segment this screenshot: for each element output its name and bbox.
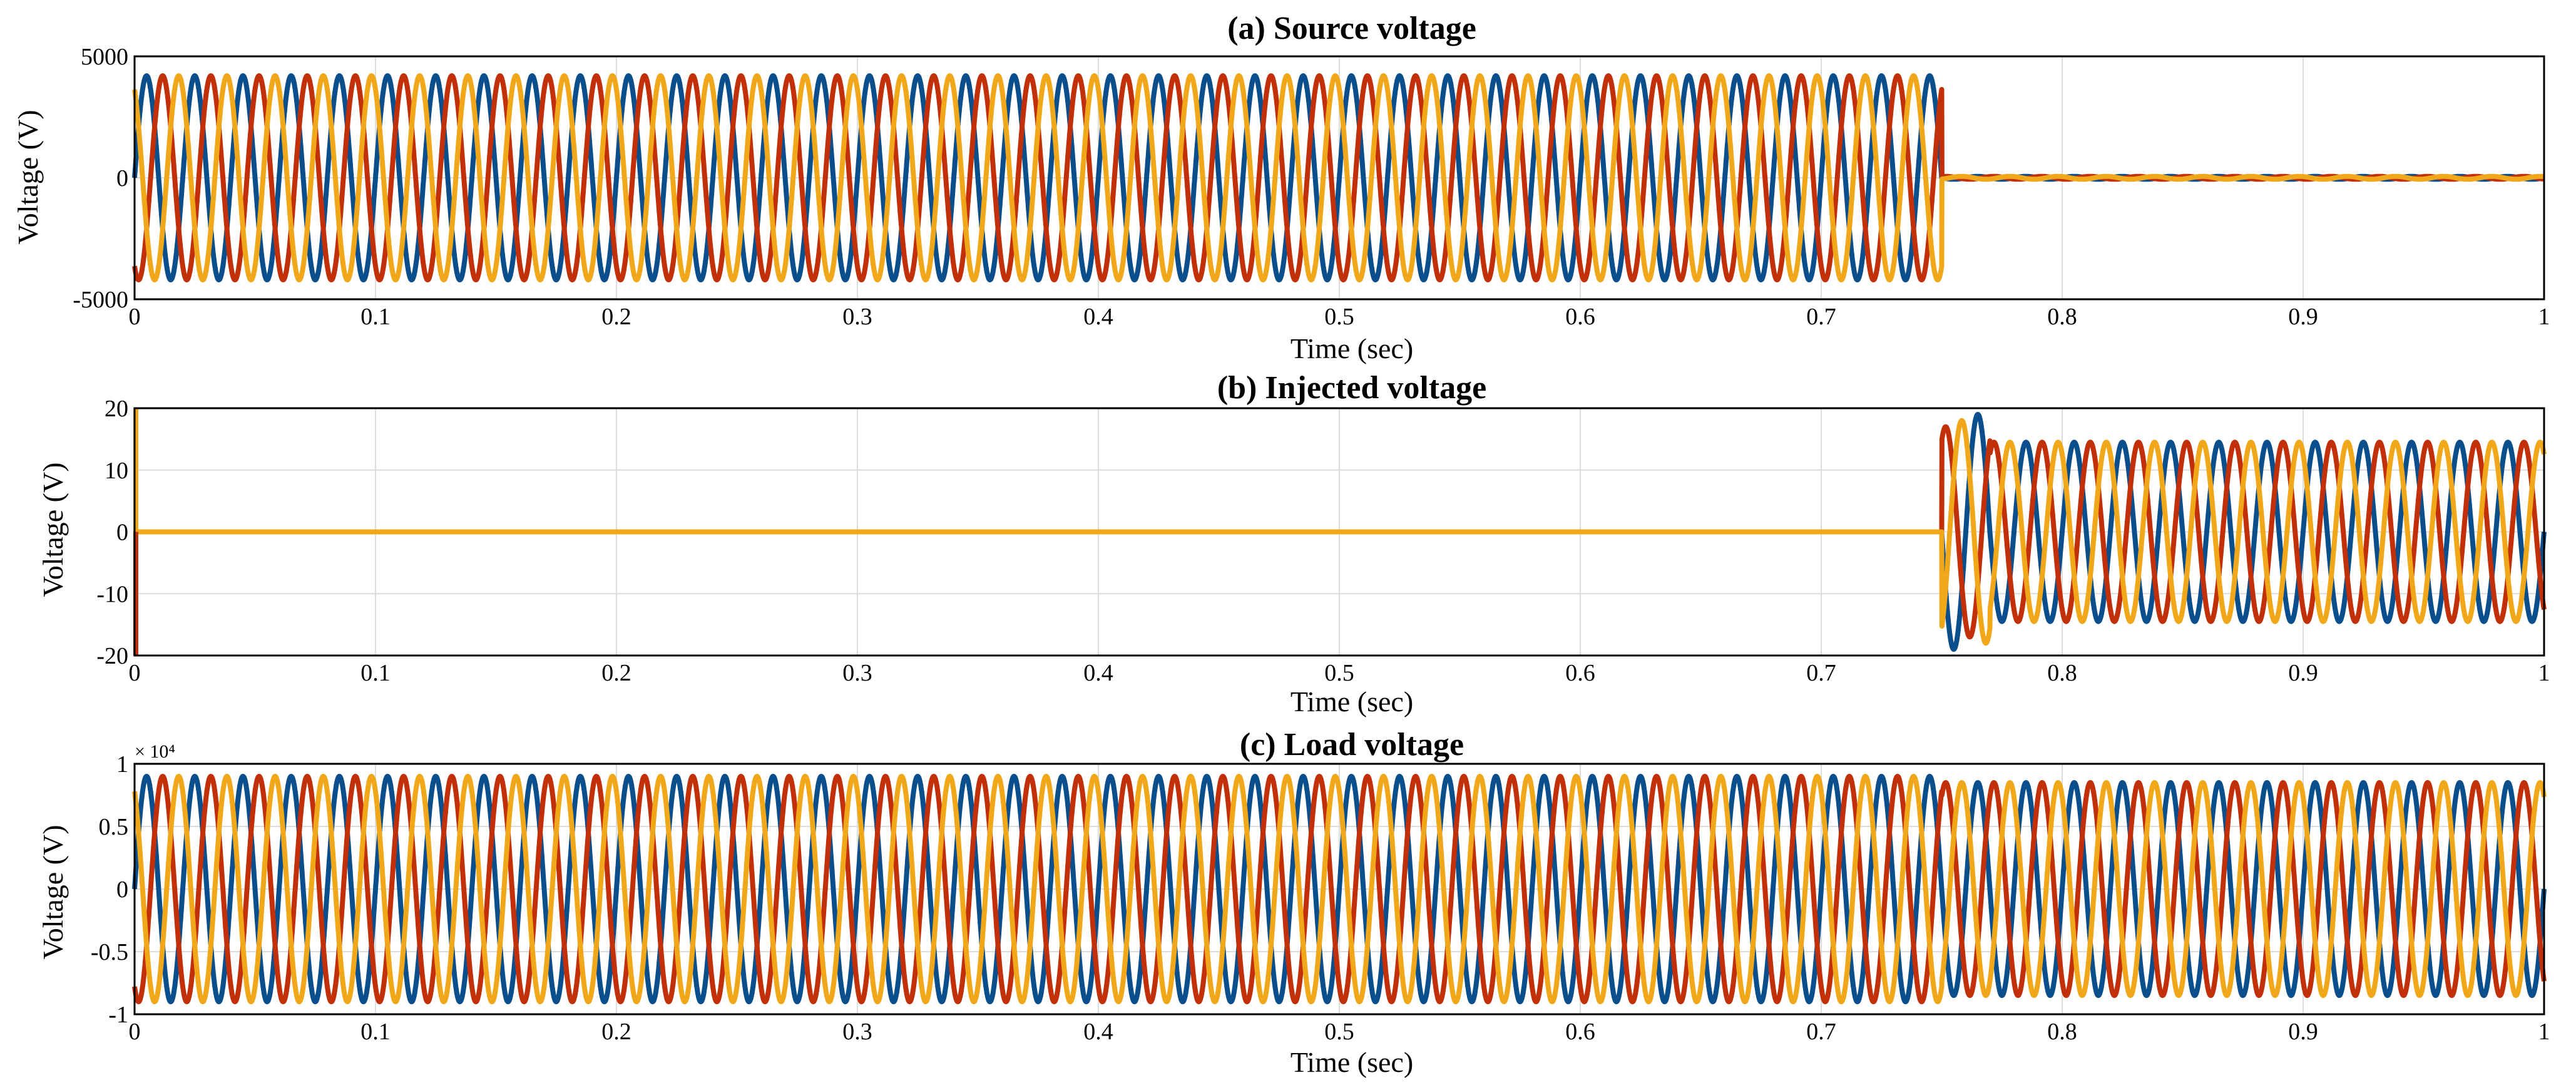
- load-x-tick-label: 0.9: [2288, 1019, 2318, 1045]
- load-x-tick-label: 0.2: [601, 1019, 631, 1045]
- source-voltage-trace-3: [132, 73, 2547, 282]
- source-y-tick-label: -5000: [73, 287, 128, 313]
- injected-voltage-trace-3: [132, 418, 2547, 646]
- source-x-tick-label: 0.8: [2047, 304, 2077, 330]
- source-x-tick-label: 0.7: [1806, 304, 1836, 330]
- load-x-tick-label: 0.3: [842, 1019, 872, 1045]
- injected-voltage-x-label: Time (sec): [1291, 686, 1413, 717]
- load-voltage-plot-frame: [133, 763, 2545, 1016]
- load-voltage-trace-3: [132, 774, 2547, 1004]
- injected-x-tick-label: 0.4: [1083, 660, 1113, 686]
- source-y-tick-label: 5000: [81, 44, 128, 70]
- source-x-tick-label: 0.4: [1083, 304, 1113, 330]
- injected-x-tick-label: 0.8: [2047, 660, 2077, 686]
- injected-voltage-title: (b) Injected voltage: [1217, 370, 1486, 406]
- load-x-tick-label: 1: [2538, 1019, 2550, 1045]
- source-voltage-plot-frame: [133, 55, 2545, 301]
- injected-voltage-y-label: Voltage (V): [37, 462, 69, 597]
- source-x-tick-label: 0.5: [1324, 304, 1354, 330]
- load-voltage-title: (c) Load voltage: [1240, 727, 1464, 763]
- source-x-tick-label: 0.6: [1565, 304, 1595, 330]
- injected-x-tick-label: 0.6: [1565, 660, 1595, 686]
- injected-x-tick-label: 0.9: [2288, 660, 2318, 686]
- source-x-tick-label: 0.3: [842, 304, 872, 330]
- load-y-tick-label: 0.5: [99, 814, 129, 840]
- load-y-tick-label: 1: [116, 751, 128, 778]
- load-y-tick-label: -1: [108, 1002, 128, 1028]
- source-voltage-y-label: Voltage (V): [12, 110, 44, 244]
- source-voltage-panel: (a) Source voltage Voltage (V) Time (sec…: [12, 11, 2550, 364]
- injected-x-tick-label: 0.1: [360, 660, 391, 686]
- source-x-tick-label: 1: [2538, 304, 2550, 330]
- source-voltage-x-label: Time (sec): [1291, 332, 1413, 364]
- injected-y-tick-label: -20: [96, 643, 128, 669]
- injected-y-tick-label: 0: [116, 520, 128, 546]
- load-x-tick-label: 0: [129, 1019, 141, 1045]
- injected-x-tick-label: 0: [129, 660, 141, 686]
- load-x-tick-label: 0.4: [1083, 1019, 1113, 1045]
- injected-voltage-panel: (b) Injected voltage Voltage (V) Time (s…: [37, 370, 2550, 717]
- load-y-tick-label: 0: [116, 877, 128, 903]
- load-voltage-trace-1: [132, 774, 2547, 1004]
- injected-y-tick-label: 10: [105, 458, 128, 484]
- source-voltage-title: (a) Source voltage: [1227, 11, 1476, 46]
- load-x-tick-label: 0.5: [1324, 1019, 1354, 1045]
- source-x-tick-label: 0.9: [2288, 304, 2318, 330]
- load-x-tick-label: 0.8: [2047, 1019, 2077, 1045]
- load-x-tick-label: 0.6: [1565, 1019, 1595, 1045]
- injected-x-tick-label: 0.3: [842, 660, 872, 686]
- load-voltage-panel: (c) Load voltage × 10⁴ Voltage (V) Time …: [37, 727, 2550, 1078]
- load-y-tick-label: -0.5: [91, 939, 128, 965]
- source-x-tick-label: 0: [129, 304, 141, 330]
- load-x-tick-label: 0.7: [1806, 1019, 1836, 1045]
- source-x-tick-label: 0.2: [601, 304, 631, 330]
- injected-y-tick-label: -10: [96, 581, 128, 607]
- load-voltage-trace-2: [132, 774, 2547, 1004]
- source-y-tick-label: 0: [116, 165, 128, 192]
- injected-y-tick-label: 20: [105, 396, 128, 422]
- load-voltage-x-label: Time (sec): [1291, 1046, 1413, 1078]
- injected-x-tick-label: 0.7: [1806, 660, 1836, 686]
- injected-voltage-plot-frame: [133, 407, 2545, 657]
- injected-x-tick-label: 0.2: [601, 660, 631, 686]
- source-x-tick-label: 0.1: [360, 304, 391, 330]
- injected-x-tick-label: 1: [2538, 660, 2550, 686]
- load-voltage-exponent-label: × 10⁴: [135, 741, 175, 762]
- injected-x-tick-label: 0.5: [1324, 660, 1354, 686]
- load-voltage-y-label: Voltage (V): [37, 825, 69, 959]
- load-x-tick-label: 0.1: [360, 1019, 391, 1045]
